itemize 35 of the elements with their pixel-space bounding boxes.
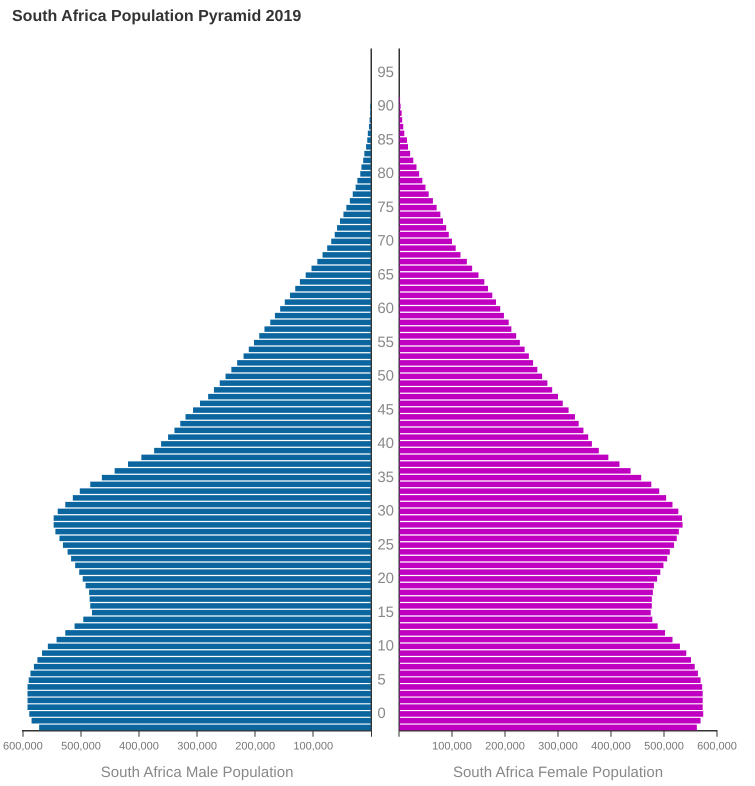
- x-tick-label: 500,000: [644, 740, 684, 752]
- y-tick-label: 80: [377, 165, 394, 182]
- x-tick-label: 400,000: [119, 740, 159, 752]
- y-tick-label: 30: [377, 502, 394, 520]
- y-tick-label: 0: [377, 705, 386, 722]
- x-tick-label: 400,000: [591, 740, 631, 752]
- x-tick-label: 100,000: [293, 740, 334, 752]
- y-tick-label: 10: [377, 638, 394, 655]
- x-tick-label: 600,000: [697, 740, 737, 752]
- x-tick-label: 300,000: [538, 740, 578, 752]
- x-axis-title: South Africa Male Population: [100, 764, 294, 782]
- y-tick-label: 85: [377, 131, 394, 148]
- chart-title: South Africa Population Pyramid 2019: [12, 8, 302, 26]
- y-tick-label: 45: [377, 401, 394, 418]
- x-tick-label: 200,000: [485, 740, 525, 752]
- y-tick-label: 70: [377, 232, 394, 250]
- y-tick-label: 20: [377, 570, 394, 588]
- x-tick-label: 300,000: [177, 740, 217, 752]
- y-tick-label: 75: [377, 198, 394, 216]
- x-tick-label: 600,000: [3, 740, 43, 752]
- y-tick-label: 55: [377, 334, 394, 351]
- y-tick-label: 50: [377, 368, 394, 385]
- y-tick-label: 40: [377, 435, 394, 452]
- y-tick-label: 60: [377, 300, 394, 318]
- x-tick-label: 200,000: [235, 740, 276, 752]
- y-tick-label: 25: [377, 536, 394, 554]
- x-tick-label: 500,000: [61, 740, 101, 752]
- y-tick-label: 90: [377, 98, 394, 115]
- y-tick-label: 15: [377, 604, 394, 621]
- y-tick-label: 35: [377, 468, 394, 486]
- y-tick-label: 5: [377, 671, 386, 688]
- x-axis-title: South Africa Female Population: [452, 764, 664, 782]
- y-tick-label: 95: [377, 64, 394, 81]
- x-tick-label: 100,000: [432, 740, 472, 752]
- y-tick-label: 65: [377, 266, 394, 284]
